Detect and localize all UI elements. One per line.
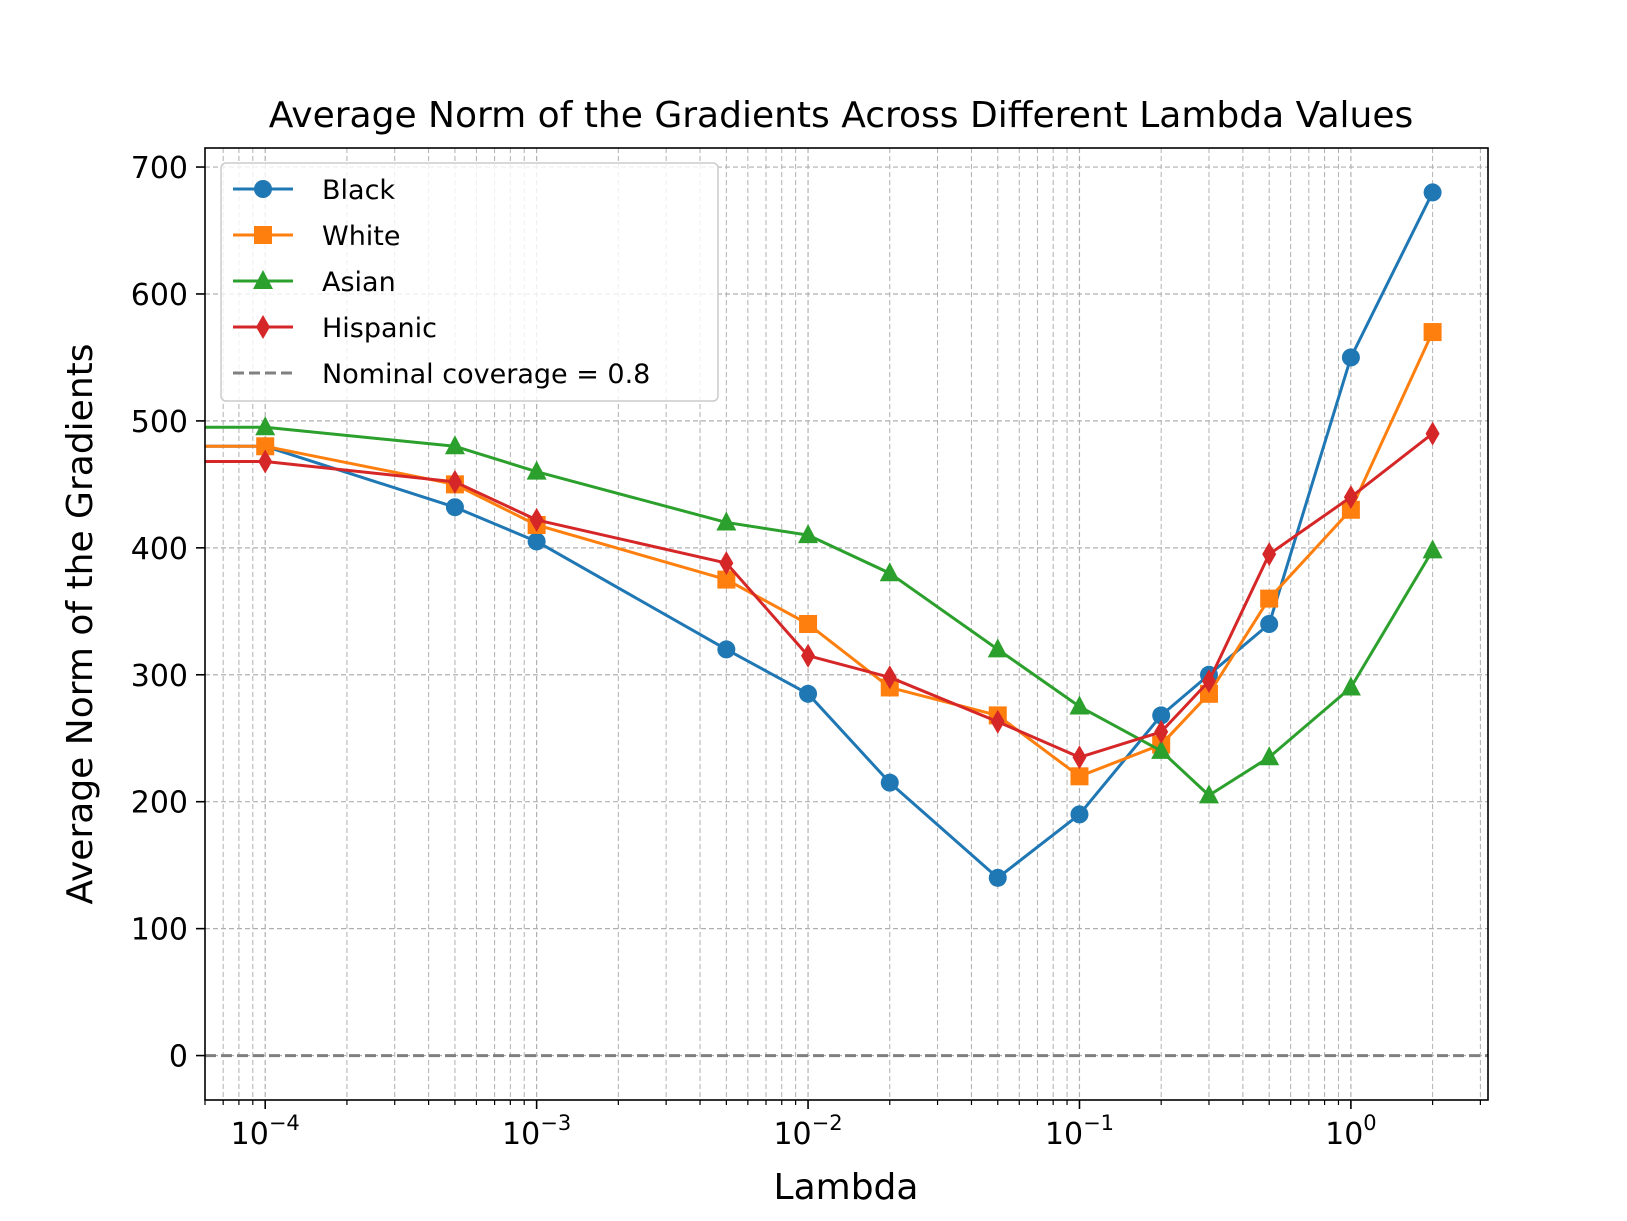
legend-label-asian: Asian [322, 267, 396, 298]
x-tick-label: 10−4 [231, 1111, 300, 1152]
legend-marker-white [254, 226, 272, 244]
legend-marker-hispanic [256, 315, 270, 339]
series-layer [0, 183, 1443, 887]
y-tick-label: 200 [131, 786, 188, 821]
data-point-white [1423, 323, 1442, 342]
data-point-asian [526, 460, 547, 480]
data-point-asian [1198, 784, 1219, 804]
data-point-hispanic [719, 551, 734, 576]
data-point-asian [987, 638, 1008, 658]
legend-box [220, 162, 719, 402]
y-axis-label: Average Norm of the Gradients [60, 343, 101, 904]
data-point-asian [0, 416, 4, 435]
legend: Black White Asian Hispanic Nominal coverage … [220, 162, 719, 402]
series-hispanic [0, 421, 1440, 770]
data-point-hispanic [1343, 485, 1358, 510]
data-point-hispanic [801, 643, 816, 668]
y-tick-label: 600 [131, 278, 188, 313]
data-point-hispanic [258, 449, 273, 474]
data-point-asian [716, 511, 737, 531]
data-point-hispanic [1072, 745, 1087, 770]
data-point-asian [1422, 539, 1443, 559]
legend-label-white: White [322, 221, 401, 252]
data-point-black [1152, 706, 1171, 725]
series-white [0, 323, 1442, 786]
data-point-white [717, 570, 736, 589]
data-point-black [799, 684, 818, 703]
series-line-hispanic [205, 432, 1434, 759]
legend-label-black: Black [322, 175, 395, 206]
data-point-white [1070, 767, 1089, 786]
y-tick-label: 500 [131, 405, 188, 440]
data-point-hispanic [990, 709, 1005, 734]
y-tick-label: 700 [131, 151, 188, 186]
y-tick-label: 100 [131, 913, 188, 948]
data-point-white [1199, 684, 1218, 703]
y-tick-label: 0 [169, 1040, 188, 1075]
x-tick-label: 10−1 [1045, 1111, 1114, 1152]
data-point-hispanic [1154, 719, 1169, 744]
data-point-hispanic [529, 507, 544, 532]
data-point-black [880, 773, 899, 792]
data-point-asian [798, 524, 819, 544]
data-point-hispanic [1425, 421, 1440, 446]
data-point-hispanic [882, 665, 897, 690]
data-point-asian [255, 416, 276, 436]
data-point-asian [879, 562, 900, 582]
y-tick-label: 400 [131, 532, 188, 567]
legend-label-hispanic: Hispanic [322, 313, 437, 344]
data-point-black [0, 437, 3, 455]
y-tick-label: 300 [131, 659, 188, 694]
data-point-hispanic [0, 450, 1, 474]
data-point-black [1341, 348, 1360, 367]
x-tick-label: 100 [1325, 1111, 1377, 1152]
data-point-hispanic [447, 469, 462, 494]
data-point-hispanic [1262, 542, 1277, 567]
data-point-white [799, 615, 818, 633]
series-black [0, 183, 1442, 887]
data-point-black [1423, 183, 1442, 202]
data-point-black [527, 532, 546, 551]
series-line-black [205, 191, 1434, 880]
data-point-black [1260, 615, 1279, 633]
data-point-hispanic [1201, 669, 1216, 694]
data-point-asian [1259, 746, 1280, 766]
plot-frame [204, 147, 1489, 1101]
x-tick-label: 10−3 [502, 1111, 571, 1152]
data-point-asian [1069, 695, 1090, 715]
data-point-asian [1151, 739, 1172, 759]
data-point-white [0, 437, 3, 455]
data-point-black [1070, 805, 1089, 824]
legend-label-reference: Nominal coverage = 0.8 [322, 359, 650, 390]
data-point-white [1260, 589, 1279, 608]
series-line-asian [205, 425, 1434, 797]
chart-title: Average Norm of the Gradients Across Dif… [269, 95, 1413, 136]
data-point-black [988, 868, 1007, 887]
data-point-asian [1340, 676, 1361, 696]
x-tick-label: 10−2 [773, 1111, 842, 1152]
legend-marker-asian [253, 270, 273, 289]
axis-ticks: 10−4 10−3 10−2 10−1 100 0 100 200 300 400 500 600 70… [131, 151, 1481, 1152]
data-point-black [445, 498, 464, 517]
x-axis-label: Lambda [774, 1167, 919, 1208]
series-line-white [205, 331, 1434, 778]
data-point-asian [444, 435, 465, 455]
data-point-black [717, 640, 736, 659]
data-point-white [256, 437, 275, 456]
legend-marker-black [254, 180, 272, 198]
series-asian [0, 416, 1443, 804]
data-point-white [1341, 500, 1360, 519]
